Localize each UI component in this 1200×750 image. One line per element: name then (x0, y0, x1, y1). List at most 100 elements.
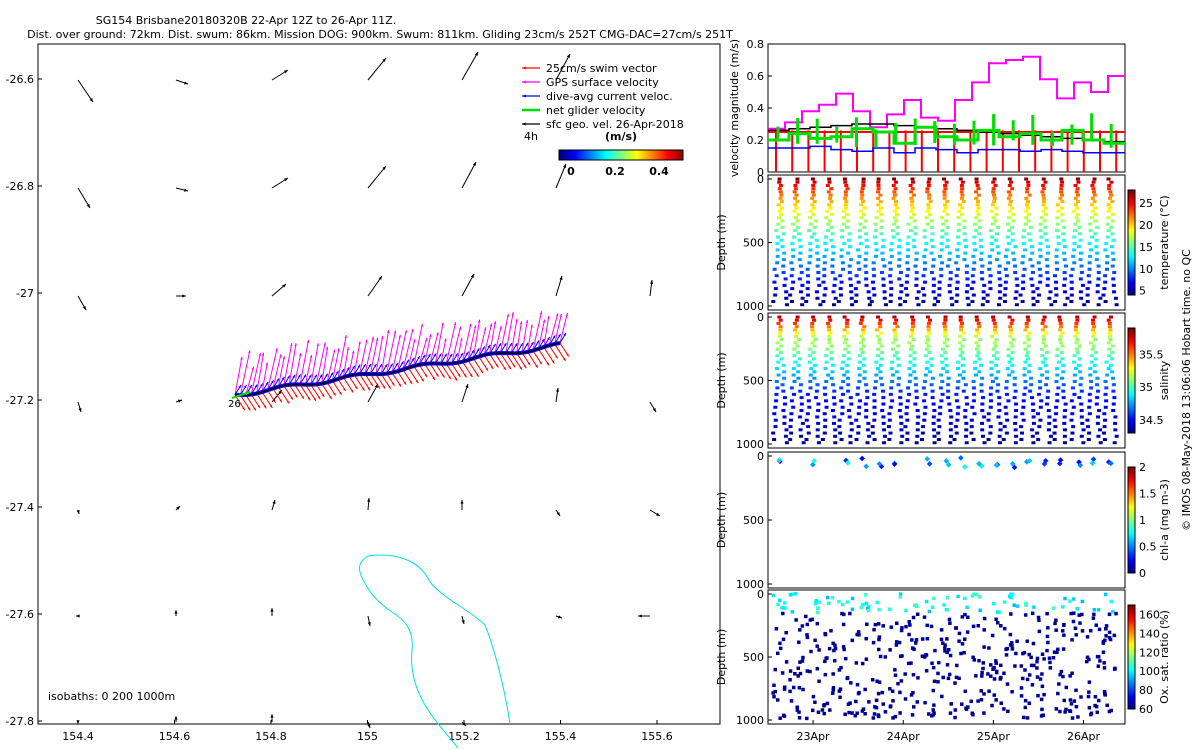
colorbar-cell-1 (1128, 261, 1135, 263)
map-axes-frame (37, 43, 721, 725)
colorbar-cell-4 (1128, 697, 1135, 699)
map-colorbar-cell (645, 150, 647, 160)
map-colorbar-cell (616, 150, 618, 160)
map-colorbar-cell (644, 150, 646, 160)
map-colorbar-cell (570, 150, 572, 160)
gps-surface-arrow (418, 337, 428, 365)
colorbar-cell-4 (1128, 621, 1135, 623)
colorbar-cell-4 (1128, 617, 1135, 619)
map-colorbar-cell (587, 150, 589, 160)
colorbar-cell-3 (1128, 471, 1135, 473)
colorbar-tick-label-3: 1.5 (1139, 488, 1157, 501)
colorbar-cell-4 (1128, 706, 1135, 708)
colorbar-cell-3 (1128, 537, 1135, 539)
colorbar-cell-3 (1128, 491, 1135, 493)
map-colorbar-cell (634, 150, 636, 160)
map-colorbar-cell (598, 150, 600, 160)
colorbar-cell-3 (1128, 533, 1135, 535)
swim-vector-arrow (315, 384, 325, 398)
geo-velocity-arrow (77, 187, 91, 209)
colorbar-cell-2 (1128, 396, 1135, 398)
colorbar-cell-3 (1128, 498, 1135, 500)
colorbar-cell-4 (1128, 692, 1135, 694)
colorbar-cell-2 (1128, 328, 1135, 330)
map-colorbar-cell (661, 150, 663, 160)
time-tick-label: 23Apr (797, 730, 831, 743)
gps-surface-arrow (239, 350, 251, 396)
gps-surface-arrow (478, 327, 487, 357)
geo-velocity-arrow (649, 509, 661, 517)
colorbar-tick-label-2: 35 (1139, 381, 1153, 394)
colorbar-frame-4 (1127, 604, 1136, 710)
map-x-tick-label: 154.8 (255, 730, 287, 743)
map-colorbar-cell (608, 150, 610, 160)
swim-vector-arrow (527, 351, 539, 369)
gps-surface-arrow (472, 319, 481, 359)
legend-label-3: net glider velocity (546, 104, 646, 117)
colorbar-cell-3 (1128, 554, 1135, 556)
colorbar-cell-4 (1128, 646, 1135, 648)
colorbar-cell-2 (1128, 365, 1135, 367)
gps-surface-arrow (391, 334, 401, 373)
colorbar-label-3: chl-a (mg m-3) (1158, 479, 1171, 561)
swim-vector-arrow (499, 352, 512, 370)
map-colorbar-cell (611, 150, 613, 160)
map-y-tick-label: -27.2 (6, 394, 34, 407)
colorbar-cell-1 (1128, 226, 1135, 228)
map-colorbar-cell (603, 150, 605, 160)
colorbar-cell-2 (1128, 422, 1135, 424)
colorbar-cell-2 (1128, 341, 1135, 343)
colorbar-cell-3 (1128, 467, 1135, 469)
swim-vector-arrow (543, 346, 555, 364)
swim-vector-arrow (418, 364, 428, 378)
colorbar-cell-2 (1128, 362, 1135, 364)
colorbar-cell-2 (1128, 335, 1135, 337)
colorbar-cell-4 (1128, 670, 1135, 672)
velocity-y-tick-label: 0.2 (747, 134, 765, 147)
colorbar-cell-3 (1128, 474, 1135, 476)
depth-ylabel-2: Depth (m) (715, 352, 728, 408)
gps-surface-arrow (510, 318, 518, 354)
map-y-tick-label: -27 (16, 287, 34, 300)
gps-surface-arrow (462, 323, 472, 362)
gps-surface-arrow (397, 330, 407, 372)
colorbar-cell-1 (1128, 256, 1135, 258)
colorbar-cell-3 (1128, 550, 1135, 552)
colorbar-cell-1 (1128, 246, 1135, 248)
geo-velocity-arrow (555, 615, 563, 619)
gps-surface-arrow (245, 366, 255, 396)
colorbar-cell-1 (1128, 190, 1135, 192)
map-colorbar-cell (654, 150, 656, 160)
colorbar-cell-1 (1128, 282, 1135, 284)
colorbar-cell-4 (1128, 654, 1135, 656)
gps-surface-arrow (424, 333, 432, 364)
map-colorbar-cell (672, 150, 674, 160)
geo-velocity-arrow (461, 51, 479, 81)
map-colorbar-cell (647, 150, 649, 160)
colorbar-cell-1 (1128, 211, 1135, 213)
geo-velocity-arrow (367, 57, 387, 81)
colorbar-cell-4 (1128, 662, 1135, 664)
swim-vector-arrow (256, 393, 267, 409)
depth-y-tick-label: 1000 (736, 438, 764, 451)
gps-surface-arrow (337, 335, 347, 380)
colorbar-cell-3 (1128, 546, 1135, 548)
map-colorbar-cell (618, 150, 620, 160)
swim-vector-arrow (462, 361, 473, 378)
legend-marker-0 (522, 66, 540, 70)
gps-surface-arrow (489, 321, 497, 354)
colorbar-cell-2 (1128, 404, 1135, 406)
gps-surface-arrow (445, 322, 457, 364)
map-colorbar-cell (577, 150, 579, 160)
colorbar-cell-1 (1128, 257, 1135, 259)
colorbar-cell-2 (1128, 350, 1135, 352)
colorbar-cell-4 (1128, 686, 1135, 688)
depth-y-tick-label: 1000 (736, 300, 764, 313)
colorbar-cell-3 (1128, 553, 1135, 555)
colorbar-cell-2 (1128, 330, 1135, 332)
swim-vector-arrow (407, 367, 419, 384)
colorbar-cell-1 (1128, 227, 1135, 229)
colorbar-cell-2 (1128, 336, 1135, 338)
colorbar-cell-1 (1128, 280, 1135, 282)
colorbar-cell-4 (1128, 645, 1135, 647)
